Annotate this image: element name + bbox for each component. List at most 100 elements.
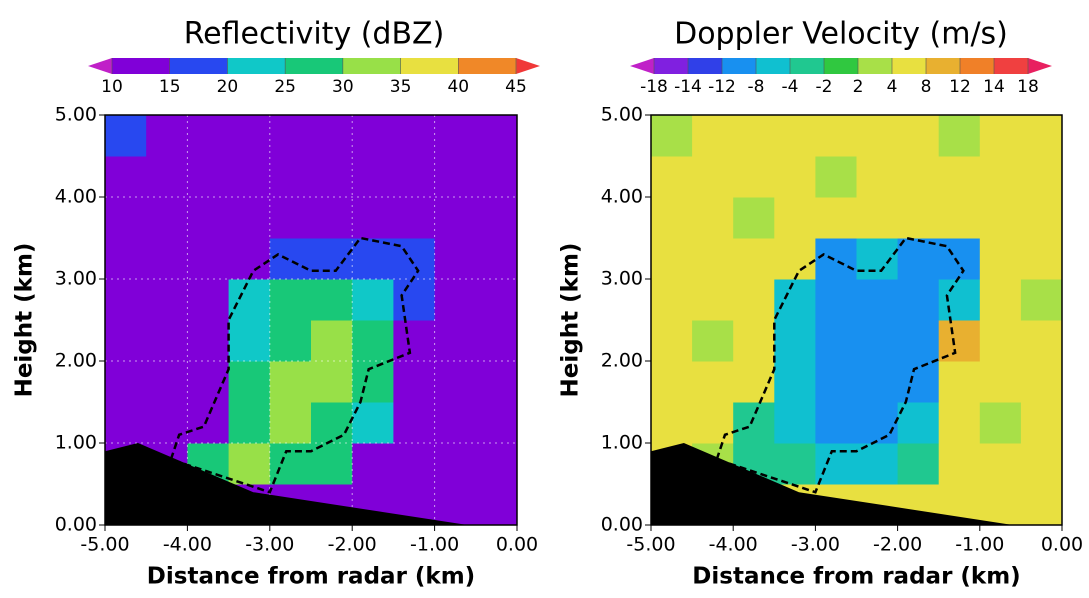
cell bbox=[105, 402, 147, 444]
cell bbox=[979, 361, 1022, 403]
colorbar-label: -18 bbox=[640, 77, 668, 97]
cell bbox=[393, 238, 436, 280]
cell bbox=[105, 156, 147, 198]
colorbar-label: -4 bbox=[782, 77, 799, 97]
cell bbox=[692, 197, 734, 239]
cell bbox=[856, 197, 899, 239]
cell bbox=[187, 238, 230, 280]
cell bbox=[651, 156, 693, 198]
cell bbox=[774, 238, 816, 280]
cell bbox=[269, 361, 312, 403]
cell bbox=[228, 197, 271, 239]
colorbar-end bbox=[516, 58, 540, 74]
cell bbox=[897, 197, 940, 239]
cell bbox=[269, 238, 312, 280]
cell bbox=[393, 156, 436, 198]
cell bbox=[146, 115, 188, 157]
cell bbox=[352, 320, 394, 362]
cell bbox=[1020, 320, 1063, 362]
colorbar-box bbox=[688, 58, 723, 74]
chart-title: Reflectivity (dBZ) bbox=[184, 17, 445, 52]
cell bbox=[187, 402, 230, 444]
cell bbox=[1020, 238, 1063, 280]
cell bbox=[228, 361, 271, 403]
cell bbox=[692, 361, 734, 403]
cell bbox=[897, 361, 940, 403]
cell bbox=[475, 361, 518, 403]
cell bbox=[692, 238, 734, 280]
colorbar-box bbox=[892, 58, 927, 74]
cell bbox=[269, 402, 312, 444]
cell bbox=[938, 238, 981, 280]
plot-frame bbox=[650, 114, 1063, 526]
cell bbox=[1020, 279, 1063, 321]
cell bbox=[105, 361, 147, 403]
cell bbox=[651, 402, 693, 444]
colorbar-label: 25 bbox=[274, 77, 296, 97]
cell bbox=[815, 443, 857, 485]
cell bbox=[475, 320, 518, 362]
cell bbox=[651, 361, 693, 403]
cell bbox=[311, 361, 353, 403]
cell bbox=[187, 320, 230, 362]
cell bbox=[475, 279, 518, 321]
cell bbox=[856, 279, 899, 321]
y-tick-label: 0.00 bbox=[601, 514, 643, 536]
x-tick-label: -5.00 bbox=[626, 534, 675, 556]
cell bbox=[187, 156, 230, 198]
cell bbox=[352, 402, 394, 444]
cell bbox=[938, 443, 981, 485]
cell bbox=[692, 115, 734, 157]
colorbar-end bbox=[630, 58, 654, 74]
echo-contour bbox=[169, 236, 420, 494]
cell bbox=[856, 443, 899, 485]
cell bbox=[352, 443, 394, 485]
cell bbox=[228, 156, 271, 198]
cell bbox=[815, 238, 857, 280]
cell bbox=[146, 320, 188, 362]
cell bbox=[774, 197, 816, 239]
colorbar-box bbox=[400, 58, 459, 74]
cell bbox=[146, 361, 188, 403]
cell bbox=[774, 156, 816, 198]
cell bbox=[187, 197, 230, 239]
cell bbox=[692, 279, 734, 321]
colorbar-box bbox=[926, 58, 961, 74]
cell bbox=[393, 443, 436, 485]
cell bbox=[311, 238, 353, 280]
cell bbox=[146, 156, 188, 198]
colorbar-label: -14 bbox=[674, 77, 702, 97]
cell bbox=[856, 115, 899, 157]
x-tick-label: -4.00 bbox=[163, 534, 212, 556]
x-tick-label: -1.00 bbox=[410, 534, 459, 556]
cell bbox=[774, 320, 816, 362]
plot-frame bbox=[104, 114, 518, 526]
colorbar-box bbox=[342, 58, 402, 74]
cell bbox=[856, 156, 899, 198]
colorbar-label: 35 bbox=[390, 77, 412, 97]
cell bbox=[228, 402, 271, 444]
cell bbox=[434, 402, 477, 444]
cell bbox=[1020, 197, 1063, 239]
cell bbox=[897, 279, 940, 321]
colorbar-label: 30 bbox=[332, 77, 354, 97]
cell bbox=[105, 238, 147, 280]
colorbar-box bbox=[960, 58, 995, 74]
cell bbox=[815, 156, 857, 198]
cell bbox=[475, 115, 518, 157]
x-tick-label: 0.00 bbox=[496, 534, 538, 556]
cell bbox=[352, 156, 394, 198]
cell bbox=[938, 361, 981, 403]
cell bbox=[733, 115, 775, 157]
x-tick-label: -1.00 bbox=[955, 534, 1004, 556]
colorbar-label: 2 bbox=[853, 77, 864, 97]
cell bbox=[938, 402, 981, 444]
cell bbox=[897, 402, 940, 444]
cell bbox=[774, 279, 816, 321]
cell bbox=[311, 279, 353, 321]
cell bbox=[311, 115, 353, 157]
cell bbox=[979, 279, 1022, 321]
x-tick-label: -2.00 bbox=[873, 534, 922, 556]
cell bbox=[897, 115, 940, 157]
